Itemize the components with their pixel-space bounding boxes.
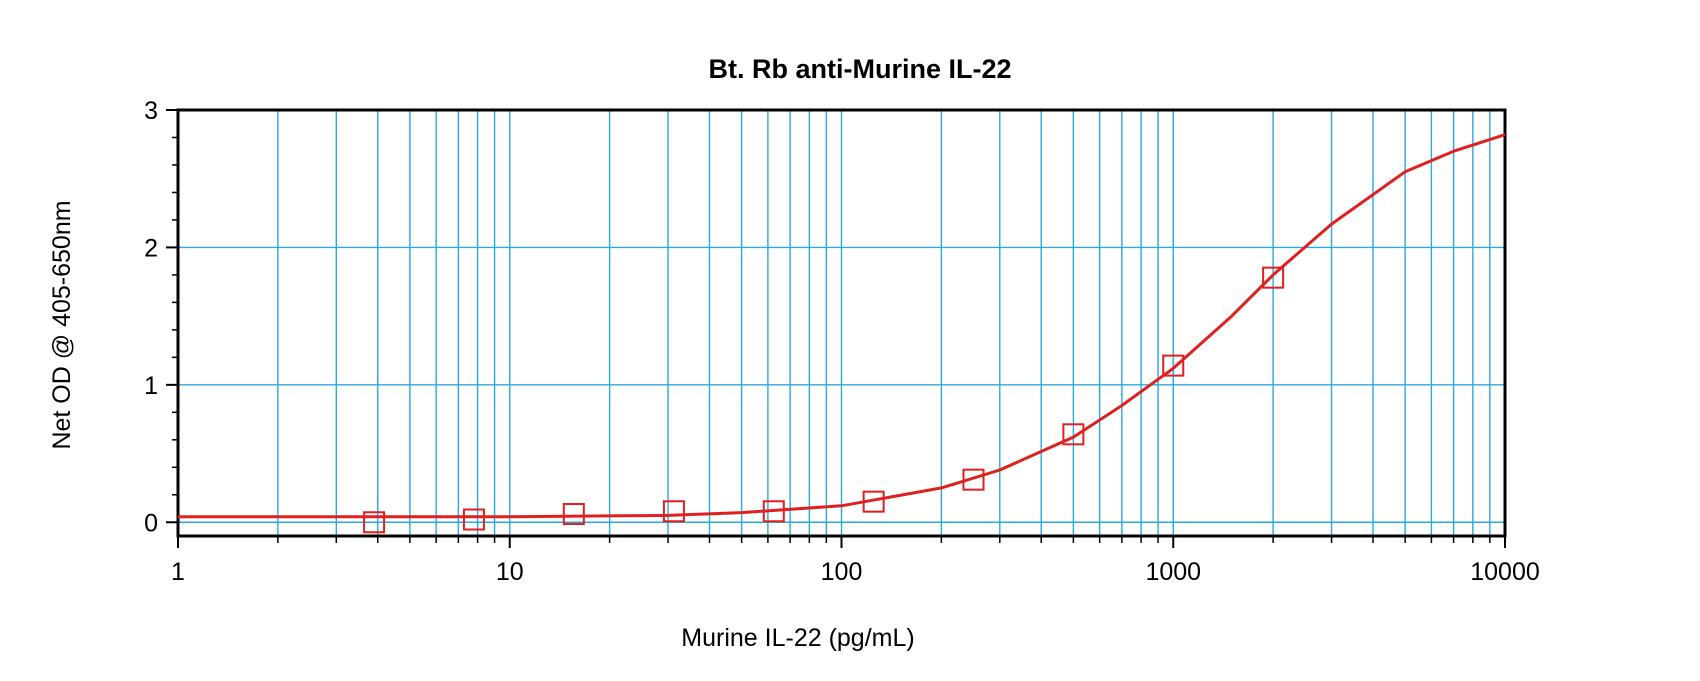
data-point bbox=[1162, 354, 1185, 377]
chart-title: Bt. Rb anti-Murine IL-22 bbox=[709, 54, 1012, 84]
data-point bbox=[862, 490, 885, 513]
data-point bbox=[962, 468, 985, 491]
x-tick-label: 10 bbox=[496, 558, 524, 586]
data-point bbox=[363, 511, 386, 534]
y-tick-label: 1 bbox=[144, 372, 158, 400]
data-point bbox=[1062, 423, 1085, 446]
grid-layer bbox=[178, 110, 1505, 536]
x-tick-label: 1000 bbox=[1145, 558, 1201, 586]
x-tick-label: 1 bbox=[171, 558, 185, 586]
y-tick-label: 0 bbox=[144, 509, 158, 537]
data-point bbox=[1262, 266, 1285, 289]
data-point bbox=[562, 503, 585, 526]
data-points-layer bbox=[363, 266, 1285, 534]
y-tick-label: 2 bbox=[144, 234, 158, 262]
y-tick-label: 3 bbox=[144, 97, 158, 125]
x-tick-label: 10000 bbox=[1470, 558, 1540, 586]
x-axis-label: Murine IL-22 (pg/mL) bbox=[681, 624, 914, 652]
data-point bbox=[762, 500, 785, 523]
fit-curve-line bbox=[178, 133, 1506, 519]
x-tick-label: 100 bbox=[821, 558, 863, 586]
data-point bbox=[662, 500, 685, 523]
y-axis-label: Net OD @ 405-650nm bbox=[48, 200, 76, 449]
data-point bbox=[462, 508, 485, 531]
fit-curve-layer bbox=[178, 133, 1506, 519]
